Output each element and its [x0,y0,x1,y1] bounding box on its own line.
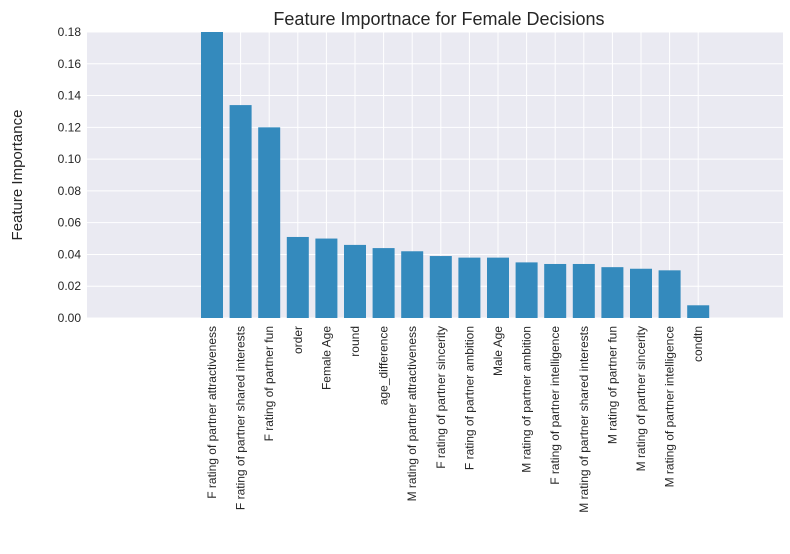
x-tick-label: M rating of partner intelligence [663,326,677,488]
bar [515,262,538,318]
bar [572,263,595,318]
y-tick-label: 0.02 [58,279,82,293]
x-tick-label: M rating of partner fun [605,326,619,444]
y-tick-label: 0.10 [58,152,82,166]
x-tick-label: F rating of partner ambition [462,326,476,470]
bar [487,257,509,318]
bar [544,263,567,318]
x-tick-label: F rating of partner sincerity [434,326,448,469]
bar [201,32,223,318]
x-tick-label: F rating of partner intelligence [548,326,562,485]
x-tick-label: Female Age [319,326,333,390]
x-tick-label: M rating of partner shared interests [577,326,591,513]
x-tick-label: Male Age [491,326,505,376]
bar [429,256,452,318]
bar [286,236,309,318]
bar [315,238,338,318]
bar [658,270,681,318]
bar [458,257,481,318]
x-tick-label: M rating of partner sincerity [634,326,648,471]
x-tick-label: F rating of partner shared interests [234,326,248,510]
y-axis-label: Feature Importance [9,110,26,241]
y-tick-label: 0.06 [58,216,82,230]
x-tick-label: F rating of partner fun [262,326,276,441]
x-tick-labels: F rating of partner attractiveness F rati… [205,326,705,513]
bar [258,127,281,318]
y-tick-labels: 0.00 0.02 0.04 0.06 0.08 0.10 0.12 0.14 0.16 0.18 [58,25,82,325]
x-tick-label: M rating of partner ambition [520,326,534,473]
y-tick-label: 0.18 [58,25,82,39]
bar [601,267,624,318]
bar [229,105,252,318]
x-tick-label: order [291,326,305,354]
x-tick-label: condtn [691,326,705,362]
y-tick-label: 0.12 [58,120,82,134]
bars [201,32,710,318]
y-tick-label: 0.04 [58,247,82,261]
x-tick-label: M rating of partner attractiveness [405,326,419,501]
bar [687,305,710,318]
bar [401,251,424,318]
chart-title: Feature Importnace for Female Decisions [273,9,604,29]
y-tick-label: 0.00 [58,311,82,325]
y-tick-label: 0.08 [58,184,82,198]
bar [630,268,652,318]
x-tick-label: round [348,326,362,357]
y-tick-label: 0.14 [58,89,82,103]
x-tick-label: F rating of partner attractiveness [205,326,219,499]
y-tick-label: 0.16 [58,57,82,71]
x-tick-label: age_difference [377,326,391,406]
bar [372,248,395,318]
bar [344,244,366,318]
